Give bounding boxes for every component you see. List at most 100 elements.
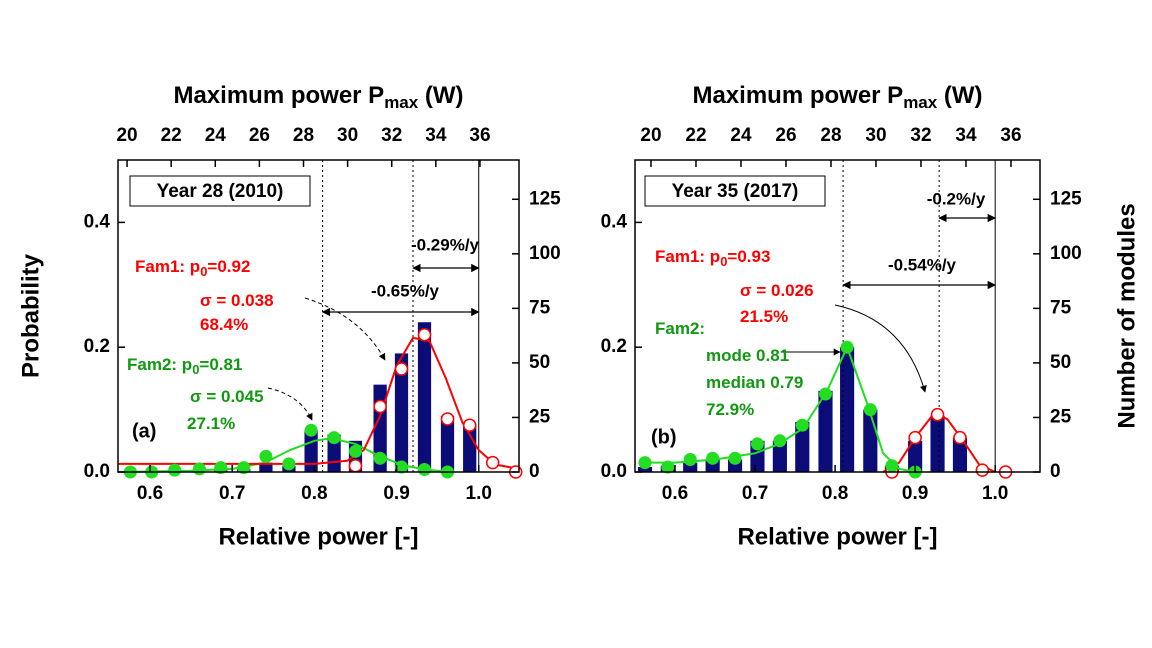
arrow-label: -0.29%/y bbox=[411, 235, 480, 254]
annotation-text: mode 0.81 bbox=[706, 346, 789, 365]
x2-title-part: Maximum power P bbox=[173, 82, 384, 109]
annotation-text: 21.5% bbox=[740, 307, 788, 326]
x2-axis-title: Maximum power Pmax (W) bbox=[173, 82, 463, 112]
y2-tick-label: 50 bbox=[1050, 352, 1071, 373]
annotation: median 0.79 bbox=[706, 373, 803, 392]
bar bbox=[840, 347, 855, 472]
annotation-text: Fam2: bbox=[655, 319, 705, 338]
y2-tick-label: 0 bbox=[1050, 461, 1061, 482]
x2-tick-label: 28 bbox=[820, 125, 841, 146]
x2-title-part: (W) bbox=[418, 82, 463, 109]
bar bbox=[863, 409, 878, 472]
fam1-point bbox=[953, 430, 967, 445]
x2-tick-label: 24 bbox=[730, 125, 752, 146]
bar bbox=[952, 437, 968, 472]
x-axis-title: Relative power [-] bbox=[218, 523, 418, 550]
fam1-point bbox=[394, 362, 409, 376]
x-tick-label: 0.8 bbox=[822, 483, 848, 504]
fam2-point bbox=[237, 461, 251, 475]
x-tick-label: 0.7 bbox=[219, 483, 245, 504]
bar bbox=[259, 462, 273, 472]
x2-tick-label: 32 bbox=[381, 125, 402, 146]
y2-tick-label: 0 bbox=[529, 461, 540, 482]
panel-label: (a) bbox=[132, 420, 156, 442]
x2-title-sub: max bbox=[384, 93, 419, 112]
y2-tick-label: 25 bbox=[1050, 406, 1072, 427]
annotation: 27.1% bbox=[187, 414, 235, 433]
year-label: Year 35 (2017) bbox=[672, 181, 799, 202]
annotation-text: 72.9% bbox=[706, 400, 754, 419]
x2-tick-label: 20 bbox=[116, 125, 137, 146]
fam2-point bbox=[259, 449, 273, 463]
bar bbox=[930, 415, 945, 472]
x2-title-part: (W) bbox=[937, 82, 982, 109]
fam2-point bbox=[728, 451, 742, 465]
x2-tick-label: 22 bbox=[161, 125, 182, 146]
x2-tick-label: 24 bbox=[205, 125, 227, 146]
fam2-point bbox=[168, 463, 182, 477]
annotation: 21.5% bbox=[740, 307, 788, 326]
fam2-point bbox=[192, 462, 206, 476]
x2-tick-label: 34 bbox=[955, 125, 977, 146]
fam2-point bbox=[282, 457, 296, 471]
fam1-point bbox=[975, 463, 990, 477]
arrow-label: -0.54%/y bbox=[888, 255, 957, 274]
y2-axis-title: Number of modules bbox=[1113, 203, 1140, 428]
x2-tick-label: 28 bbox=[293, 125, 314, 146]
y2-tick-label: 75 bbox=[1050, 297, 1072, 318]
fam2-point bbox=[706, 451, 720, 465]
arrow-label: -0.65%/y bbox=[371, 281, 440, 300]
bar bbox=[463, 423, 477, 472]
bar bbox=[683, 462, 698, 472]
y2-tick-label: 125 bbox=[529, 188, 561, 209]
y-tick-label: 0.0 bbox=[84, 461, 110, 482]
x-tick-label: 0.9 bbox=[383, 483, 409, 504]
annotation: Fam2: p0=0.81 bbox=[127, 355, 242, 377]
bar bbox=[417, 322, 432, 472]
fam1-point bbox=[373, 399, 387, 414]
y2-tick-label: 100 bbox=[1050, 243, 1082, 264]
annotation-text: σ = 0.038 bbox=[200, 291, 274, 310]
arrow-label: -0.2%/y bbox=[927, 189, 986, 208]
y2-tick-label: 75 bbox=[529, 297, 551, 318]
fam2-point bbox=[795, 418, 809, 432]
annotation-sub: 0 bbox=[192, 362, 199, 377]
fam1-point bbox=[462, 418, 477, 432]
fam2-point bbox=[750, 437, 764, 451]
bar bbox=[394, 353, 409, 472]
x2-tick-label: 36 bbox=[1000, 125, 1021, 146]
annotation: Fam1: p0=0.93 bbox=[655, 247, 770, 269]
x2-tick-label: 36 bbox=[469, 125, 490, 146]
year-label: Year 28 (2010) bbox=[157, 181, 284, 202]
fam2-point bbox=[348, 444, 362, 458]
fam1-point bbox=[485, 455, 500, 470]
bar bbox=[772, 440, 787, 472]
x-axis-title: Relative power [-] bbox=[737, 523, 937, 550]
y2-tick-label: 100 bbox=[529, 243, 561, 264]
bar bbox=[440, 415, 455, 472]
fam1-point bbox=[908, 430, 922, 445]
annotation-text: Fam2: p bbox=[127, 355, 192, 374]
panel-label: (b) bbox=[651, 426, 677, 448]
fam1-point bbox=[930, 407, 945, 422]
pointer-arrow bbox=[834, 304, 927, 393]
fam2-point bbox=[373, 451, 387, 465]
x2-tick-label: 26 bbox=[775, 125, 796, 146]
x2-axis-title: Maximum power Pmax (W) bbox=[692, 82, 982, 112]
x2-title-sub: max bbox=[903, 93, 938, 112]
x2-tick-label: 20 bbox=[640, 125, 661, 146]
year-box bbox=[644, 175, 826, 207]
x2-tick-label: 26 bbox=[249, 125, 270, 146]
year-box bbox=[129, 175, 311, 207]
fam1-point bbox=[440, 412, 455, 426]
annotation-text: =0.92 bbox=[207, 257, 250, 276]
plot-frame bbox=[634, 159, 1041, 473]
bar bbox=[637, 467, 653, 472]
y2-tick-label: 25 bbox=[529, 406, 551, 427]
fam1-point bbox=[417, 327, 432, 342]
y-tick-label: 0.4 bbox=[601, 211, 628, 232]
x2-tick-label: 32 bbox=[910, 125, 931, 146]
x-tick-label: 0.8 bbox=[301, 483, 327, 504]
x2-tick-label: 34 bbox=[425, 125, 447, 146]
y2-tick-label: 50 bbox=[529, 352, 550, 373]
